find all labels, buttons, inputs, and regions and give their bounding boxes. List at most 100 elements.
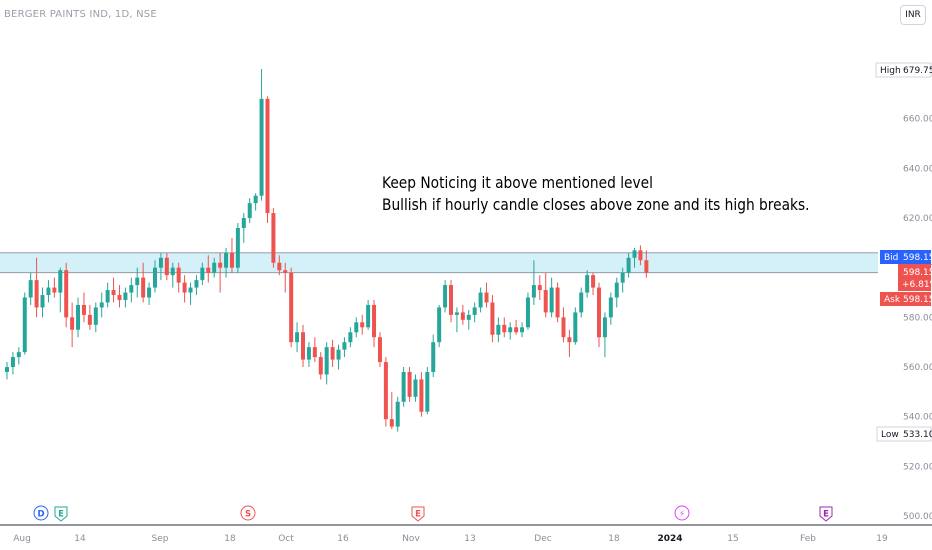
- candle: [555, 282, 560, 323]
- candle-body: [188, 287, 193, 293]
- candle-body: [224, 252, 229, 268]
- candle-body: [141, 277, 146, 298]
- candle: [46, 280, 51, 303]
- time-tick: 13: [464, 534, 475, 544]
- last-price-value: 598.15: [903, 268, 932, 278]
- candle: [342, 337, 347, 358]
- candle-body: [289, 272, 294, 343]
- candle-body: [318, 357, 323, 375]
- event-marker[interactable]: D: [33, 505, 49, 521]
- candle-body: [99, 302, 104, 308]
- candle: [218, 252, 223, 293]
- candle: [229, 237, 234, 273]
- candle: [514, 319, 519, 335]
- candle-body: [164, 257, 169, 276]
- candle: [93, 302, 98, 333]
- candle: [40, 287, 45, 318]
- candle-body: [170, 267, 175, 276]
- price-axis[interactable]: 660.00640.00620.00600.00580.00560.00540.…: [903, 115, 932, 522]
- candle: [289, 267, 294, 348]
- candle: [194, 275, 199, 296]
- time-tick: Aug: [13, 534, 31, 544]
- candle: [200, 262, 205, 286]
- candle-body: [235, 227, 240, 268]
- candle: [437, 304, 442, 348]
- candle-body: [466, 314, 471, 320]
- event-marker[interactable]: ⚡: [674, 505, 690, 521]
- candle: [466, 309, 471, 330]
- candle: [182, 275, 187, 303]
- candle-body: [194, 280, 199, 288]
- candle: [460, 304, 465, 325]
- candle-body: [153, 267, 157, 288]
- high-label-text: High: [880, 66, 901, 76]
- candle-body: [502, 324, 507, 333]
- symbol-title: BERGER PAINTS IND, 1D, NSE: [4, 9, 157, 20]
- candle: [153, 260, 157, 293]
- candle: [620, 267, 625, 293]
- candle-body: [573, 312, 578, 343]
- time-tick: Oct: [278, 534, 294, 544]
- candle: [502, 317, 507, 338]
- candle-body: [419, 379, 424, 412]
- candle-body: [437, 307, 442, 343]
- ask-label-text: Ask: [884, 295, 901, 305]
- candle: [312, 337, 317, 363]
- event-marker[interactable]: E: [819, 506, 833, 522]
- event-marker[interactable]: E: [54, 506, 68, 522]
- candle-body: [413, 379, 418, 397]
- candle-body: [614, 282, 619, 298]
- high-label-value: 679.75: [903, 66, 932, 76]
- event-marker[interactable]: E: [411, 506, 425, 522]
- candle: [295, 322, 300, 353]
- currency-button[interactable]: INR: [900, 5, 926, 25]
- candle-body: [16, 352, 21, 358]
- time-tick: 2024: [657, 534, 682, 544]
- candle: [508, 322, 513, 340]
- candle: [383, 357, 388, 427]
- candle-body: [567, 337, 572, 343]
- price-tick: 560.00: [903, 363, 932, 373]
- candle: [235, 223, 240, 273]
- last-price-label: 598.15 +6.81%: [898, 264, 932, 291]
- candle: [76, 297, 81, 338]
- candle: [573, 307, 578, 345]
- candle: [277, 255, 282, 276]
- candle-body: [76, 304, 81, 330]
- candle-body: [241, 218, 246, 228]
- candle-body: [531, 285, 536, 298]
- candle-body: [360, 322, 365, 328]
- candle: [330, 339, 335, 368]
- ask-label-value: 598.15: [903, 295, 932, 305]
- candle-body: [484, 292, 489, 303]
- zone-rect: [0, 252, 878, 273]
- candle: [117, 285, 122, 308]
- candle-body: [520, 327, 525, 333]
- candle: [395, 396, 400, 432]
- candle: [520, 322, 525, 338]
- candle-body: [644, 260, 649, 273]
- time-axis[interactable]: Aug 14 Sep 18 Oct 16 Nov 13 Dec 18 2024 15 Feb 19: [13, 534, 888, 544]
- candle: [16, 347, 21, 365]
- candle-body: [253, 195, 258, 204]
- candle: [638, 245, 643, 266]
- candle: [389, 391, 394, 430]
- candle: [525, 292, 530, 330]
- candle-body: [549, 287, 554, 313]
- candle-body: [22, 297, 27, 353]
- candle-body: [40, 295, 45, 308]
- candle-body: [324, 347, 329, 375]
- event-marker[interactable]: S: [240, 505, 256, 521]
- candle-body: [514, 327, 519, 333]
- candle-body: [330, 347, 335, 360]
- event-marker-letter: D: [37, 510, 44, 520]
- candle: [10, 352, 15, 375]
- candle-body: [218, 262, 223, 268]
- candle: [158, 252, 163, 281]
- candle: [324, 342, 329, 385]
- candle-body: [632, 250, 637, 258]
- candle-body: [28, 280, 33, 298]
- candle: [271, 208, 276, 268]
- candle: [431, 334, 436, 377]
